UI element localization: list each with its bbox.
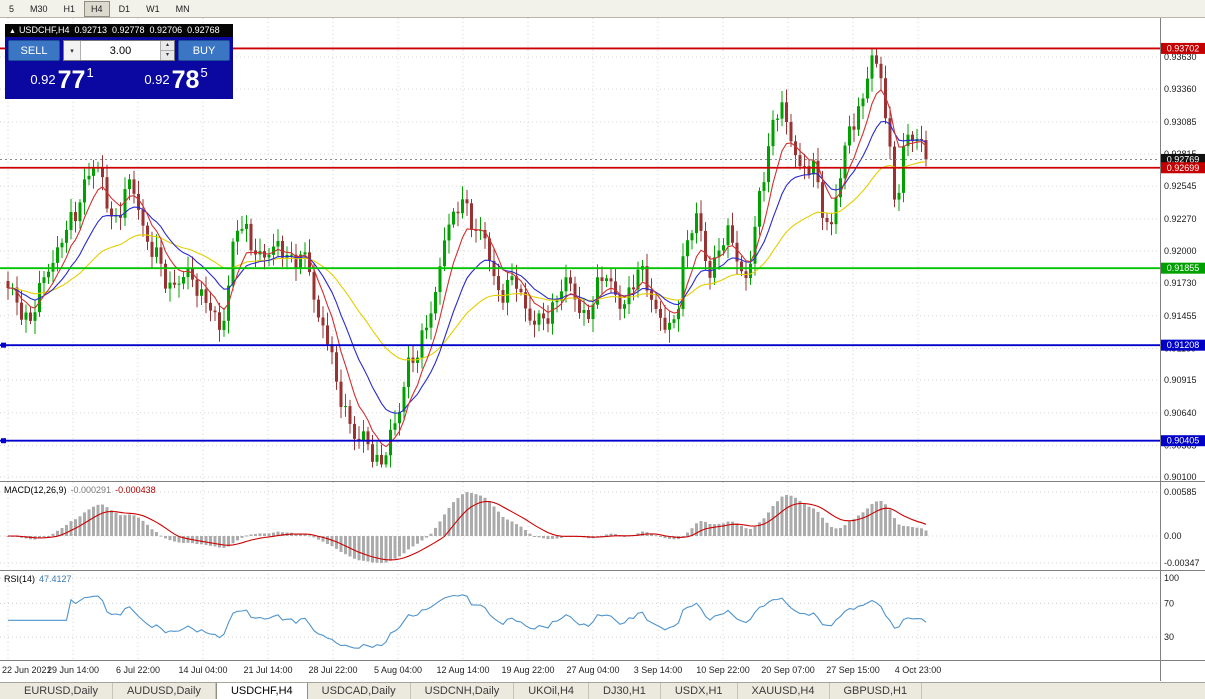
svg-text:0.91455: 0.91455 [1164,311,1197,321]
svg-text:0.92270: 0.92270 [1164,214,1197,224]
svg-text:19 Aug 22:00: 19 Aug 22:00 [501,665,554,675]
svg-text:6 Jul 22:00: 6 Jul 22:00 [116,665,160,675]
grid [0,18,1160,660]
rsi-panel [0,577,1160,649]
macd-signal-line [8,500,927,561]
spin-down-icon[interactable]: ▾ [161,50,174,60]
chart-tab-dj30-h1[interactable]: DJ30,H1 [589,683,661,699]
svg-text:-0.00347: -0.00347 [1164,558,1200,568]
svg-text:0.92769: 0.92769 [1167,154,1200,164]
chart-tab-usdcnh-daily[interactable]: USDCNH,Daily [411,683,515,699]
one-click-trading-panel: SELL ▾ 3.00 ▴ ▾ BUY 0.92 77 1 0.92 78 5 [5,37,233,99]
volume-control: ▾ 3.00 ▴ ▾ [63,40,175,61]
chart-tab-gbpusd-h1[interactable]: GBPUSD,H1 [830,683,923,699]
svg-text:30: 30 [1164,632,1174,642]
timeframe-toolbar: 5 M30 H1 H4 D1 W1 MN [0,0,1205,18]
svg-text:0.90915: 0.90915 [1164,375,1197,385]
svg-text:100: 100 [1164,573,1179,583]
chart-tabs-bar: EURUSD,Daily AUDUSD,Daily USDCHF,H4 USDCAD,… [0,682,1205,699]
ohlc-open: 0.92713 [74,25,107,35]
chart-tab-usdchf-h4[interactable]: USDCHF,H4 [215,683,308,699]
svg-text:0.92699: 0.92699 [1167,163,1200,173]
timeframe-button-h1[interactable]: H1 [63,3,76,14]
svg-text:20 Sep 07:00: 20 Sep 07:00 [761,665,815,675]
chart-tab-ukoil-h4[interactable]: UKOil,H4 [514,683,590,699]
svg-text:0.93360: 0.93360 [1164,84,1197,94]
svg-text:27 Sep 15:00: 27 Sep 15:00 [826,665,880,675]
buy-price-display[interactable]: 0.92 78 5 [144,65,208,94]
symbol-ohlc-strip: ▲ USDCHF,H4 0.92713 0.92778 0.92706 0.92768 [5,24,233,37]
timeframe-button-d1[interactable]: D1 [118,3,131,14]
svg-text:28 Jul 22:00: 28 Jul 22:00 [308,665,357,675]
timeframe-button-mn[interactable]: MN [175,3,190,14]
chart-tab-audusd-daily[interactable]: AUDUSD,Daily [113,683,216,699]
svg-text:21 Jul 14:00: 21 Jul 14:00 [243,665,292,675]
timeframe-button-m30[interactable]: M30 [30,3,48,14]
candlestick-series [6,48,928,468]
timeframe-button-h4[interactable]: H4 [84,0,110,17]
line-handle[interactable] [1,342,6,348]
rsi-indicator-label: RSI(14) 47.4127 [4,574,72,584]
chart-tab-xauusd-h4[interactable]: XAUUSD,H4 [738,683,830,699]
timeframe-button-w1[interactable]: W1 [146,3,160,14]
svg-text:0.90405: 0.90405 [1167,436,1200,446]
volume-input[interactable]: 3.00 [109,44,132,57]
sell-button[interactable]: SELL [8,40,60,61]
svg-text:0.00: 0.00 [1164,531,1182,541]
svg-text:0.91855: 0.91855 [1167,263,1200,273]
line-handle[interactable] [1,438,6,444]
svg-text:27 Aug 04:00: 27 Aug 04:00 [566,665,619,675]
volume-spinner[interactable]: ▴ ▾ [160,41,174,60]
moving-average-7 [7,88,927,448]
volume-dropdown-icon[interactable]: ▾ [64,41,81,60]
svg-text:10 Sep 22:00: 10 Sep 22:00 [696,665,750,675]
symbol-name: USDCHF,H4 [18,25,70,35]
svg-text:0.90640: 0.90640 [1164,408,1197,418]
svg-text:0.93085: 0.93085 [1164,117,1197,127]
horizontal-lines [0,47,1160,444]
svg-text:0.92000: 0.92000 [1164,246,1197,256]
buy-button[interactable]: BUY [178,40,230,61]
svg-text:4 Oct 23:00: 4 Oct 23:00 [895,665,942,675]
macd-panel [0,491,1160,564]
ohlc-close: 0.92768 [187,25,220,35]
moving-average-16 [8,120,927,414]
svg-text:5 Aug 04:00: 5 Aug 04:00 [374,665,422,675]
svg-text:0.91208: 0.91208 [1167,340,1200,350]
ohlc-high: 0.92778 [112,25,145,35]
svg-text:22 Jun 2021: 22 Jun 2021 [2,665,52,675]
svg-text:0.91730: 0.91730 [1164,278,1197,288]
collapse-arrow-icon[interactable]: ▲ [9,28,16,35]
chart-tab-eurusd-daily[interactable]: EURUSD,Daily [10,683,113,699]
macd-indicator-label: MACD(12,26,9) -0.000291 -0.000438 [4,485,156,495]
svg-text:12 Aug 14:00: 12 Aug 14:00 [436,665,489,675]
svg-text:70: 70 [1164,598,1174,608]
svg-text:29 Jun 14:00: 29 Jun 14:00 [47,665,99,675]
timeframe-button-5[interactable]: 5 [9,3,15,14]
svg-text:0.00585: 0.00585 [1164,487,1197,497]
rsi-line [8,594,927,649]
svg-text:14 Jul 04:00: 14 Jul 04:00 [178,665,227,675]
svg-text:0.93702: 0.93702 [1167,43,1200,53]
svg-text:0.93630: 0.93630 [1164,52,1197,62]
spin-up-icon[interactable]: ▴ [161,41,174,50]
panel-separators [0,18,1205,681]
chart-tab-usdx-h1[interactable]: USDX,H1 [661,683,738,699]
svg-text:0.92545: 0.92545 [1164,181,1197,191]
sell-price-display[interactable]: 0.92 77 1 [30,65,94,94]
svg-text:3 Sep 14:00: 3 Sep 14:00 [634,665,683,675]
chart-tab-usdcad-daily[interactable]: USDCAD,Daily [308,683,411,699]
ohlc-low: 0.92706 [149,25,183,35]
svg-text:0.90100: 0.90100 [1164,472,1197,482]
